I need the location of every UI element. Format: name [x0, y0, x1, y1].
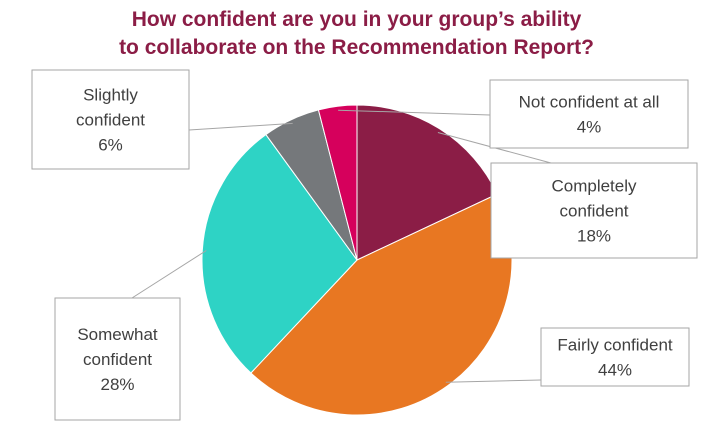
- data-label-category: confident: [560, 202, 629, 221]
- data-label-category: Fairly confident: [557, 336, 673, 355]
- chart-title-line-2: to collaborate on the Recommendation Rep…: [119, 36, 594, 59]
- data-label-value: 4%: [577, 118, 602, 137]
- callout-not-confident-at-all: Not confident at all 4%: [489, 79, 689, 149]
- data-label-category: confident: [83, 350, 152, 369]
- leader-line-slightly-confident: [188, 122, 293, 131]
- callout-completely-confident: Completely confident 18%: [490, 162, 698, 259]
- data-label-category: confident: [76, 111, 145, 130]
- callout-somewhat-confident: Somewhat confident 28%: [54, 297, 181, 421]
- leader-line-somewhat-confident: [131, 250, 207, 299]
- callouts: Completely confident 18% Fairly confident 44…: [31, 69, 698, 421]
- data-label-value: 28%: [100, 375, 134, 394]
- leader-line-not-confident-at-all: [338, 109, 491, 116]
- chart-title-line-1: How confident are you in your group’s ab…: [131, 8, 582, 31]
- data-label-category: Slightly: [83, 86, 138, 105]
- callout-box: [31, 69, 190, 170]
- callout-box: [490, 162, 698, 259]
- pie-slices: [201, 104, 513, 416]
- leader-line-fairly-confident: [445, 379, 542, 383]
- data-label-category: Completely: [551, 177, 637, 196]
- chart-title: How confident are you in your group’s ab…: [0, 6, 713, 62]
- data-label-value: 44%: [598, 361, 632, 380]
- callout-box: [54, 297, 181, 421]
- callout-fairly-confident: Fairly confident 44%: [540, 327, 690, 387]
- pie-slice-completely-confident: [356, 104, 498, 261]
- pie-slice-not-confident-at-all: [317, 104, 358, 261]
- callout-slightly-confident: Slightly confident 6%: [31, 69, 190, 170]
- data-label-value: 18%: [577, 227, 611, 246]
- data-label-value: 6%: [98, 136, 123, 155]
- pie-slice-somewhat-confident: [201, 133, 358, 374]
- callout-box: [540, 327, 690, 387]
- data-label-category: Somewhat: [77, 325, 158, 344]
- data-label-category: Not confident at all: [519, 93, 660, 112]
- callout-box: [489, 79, 689, 149]
